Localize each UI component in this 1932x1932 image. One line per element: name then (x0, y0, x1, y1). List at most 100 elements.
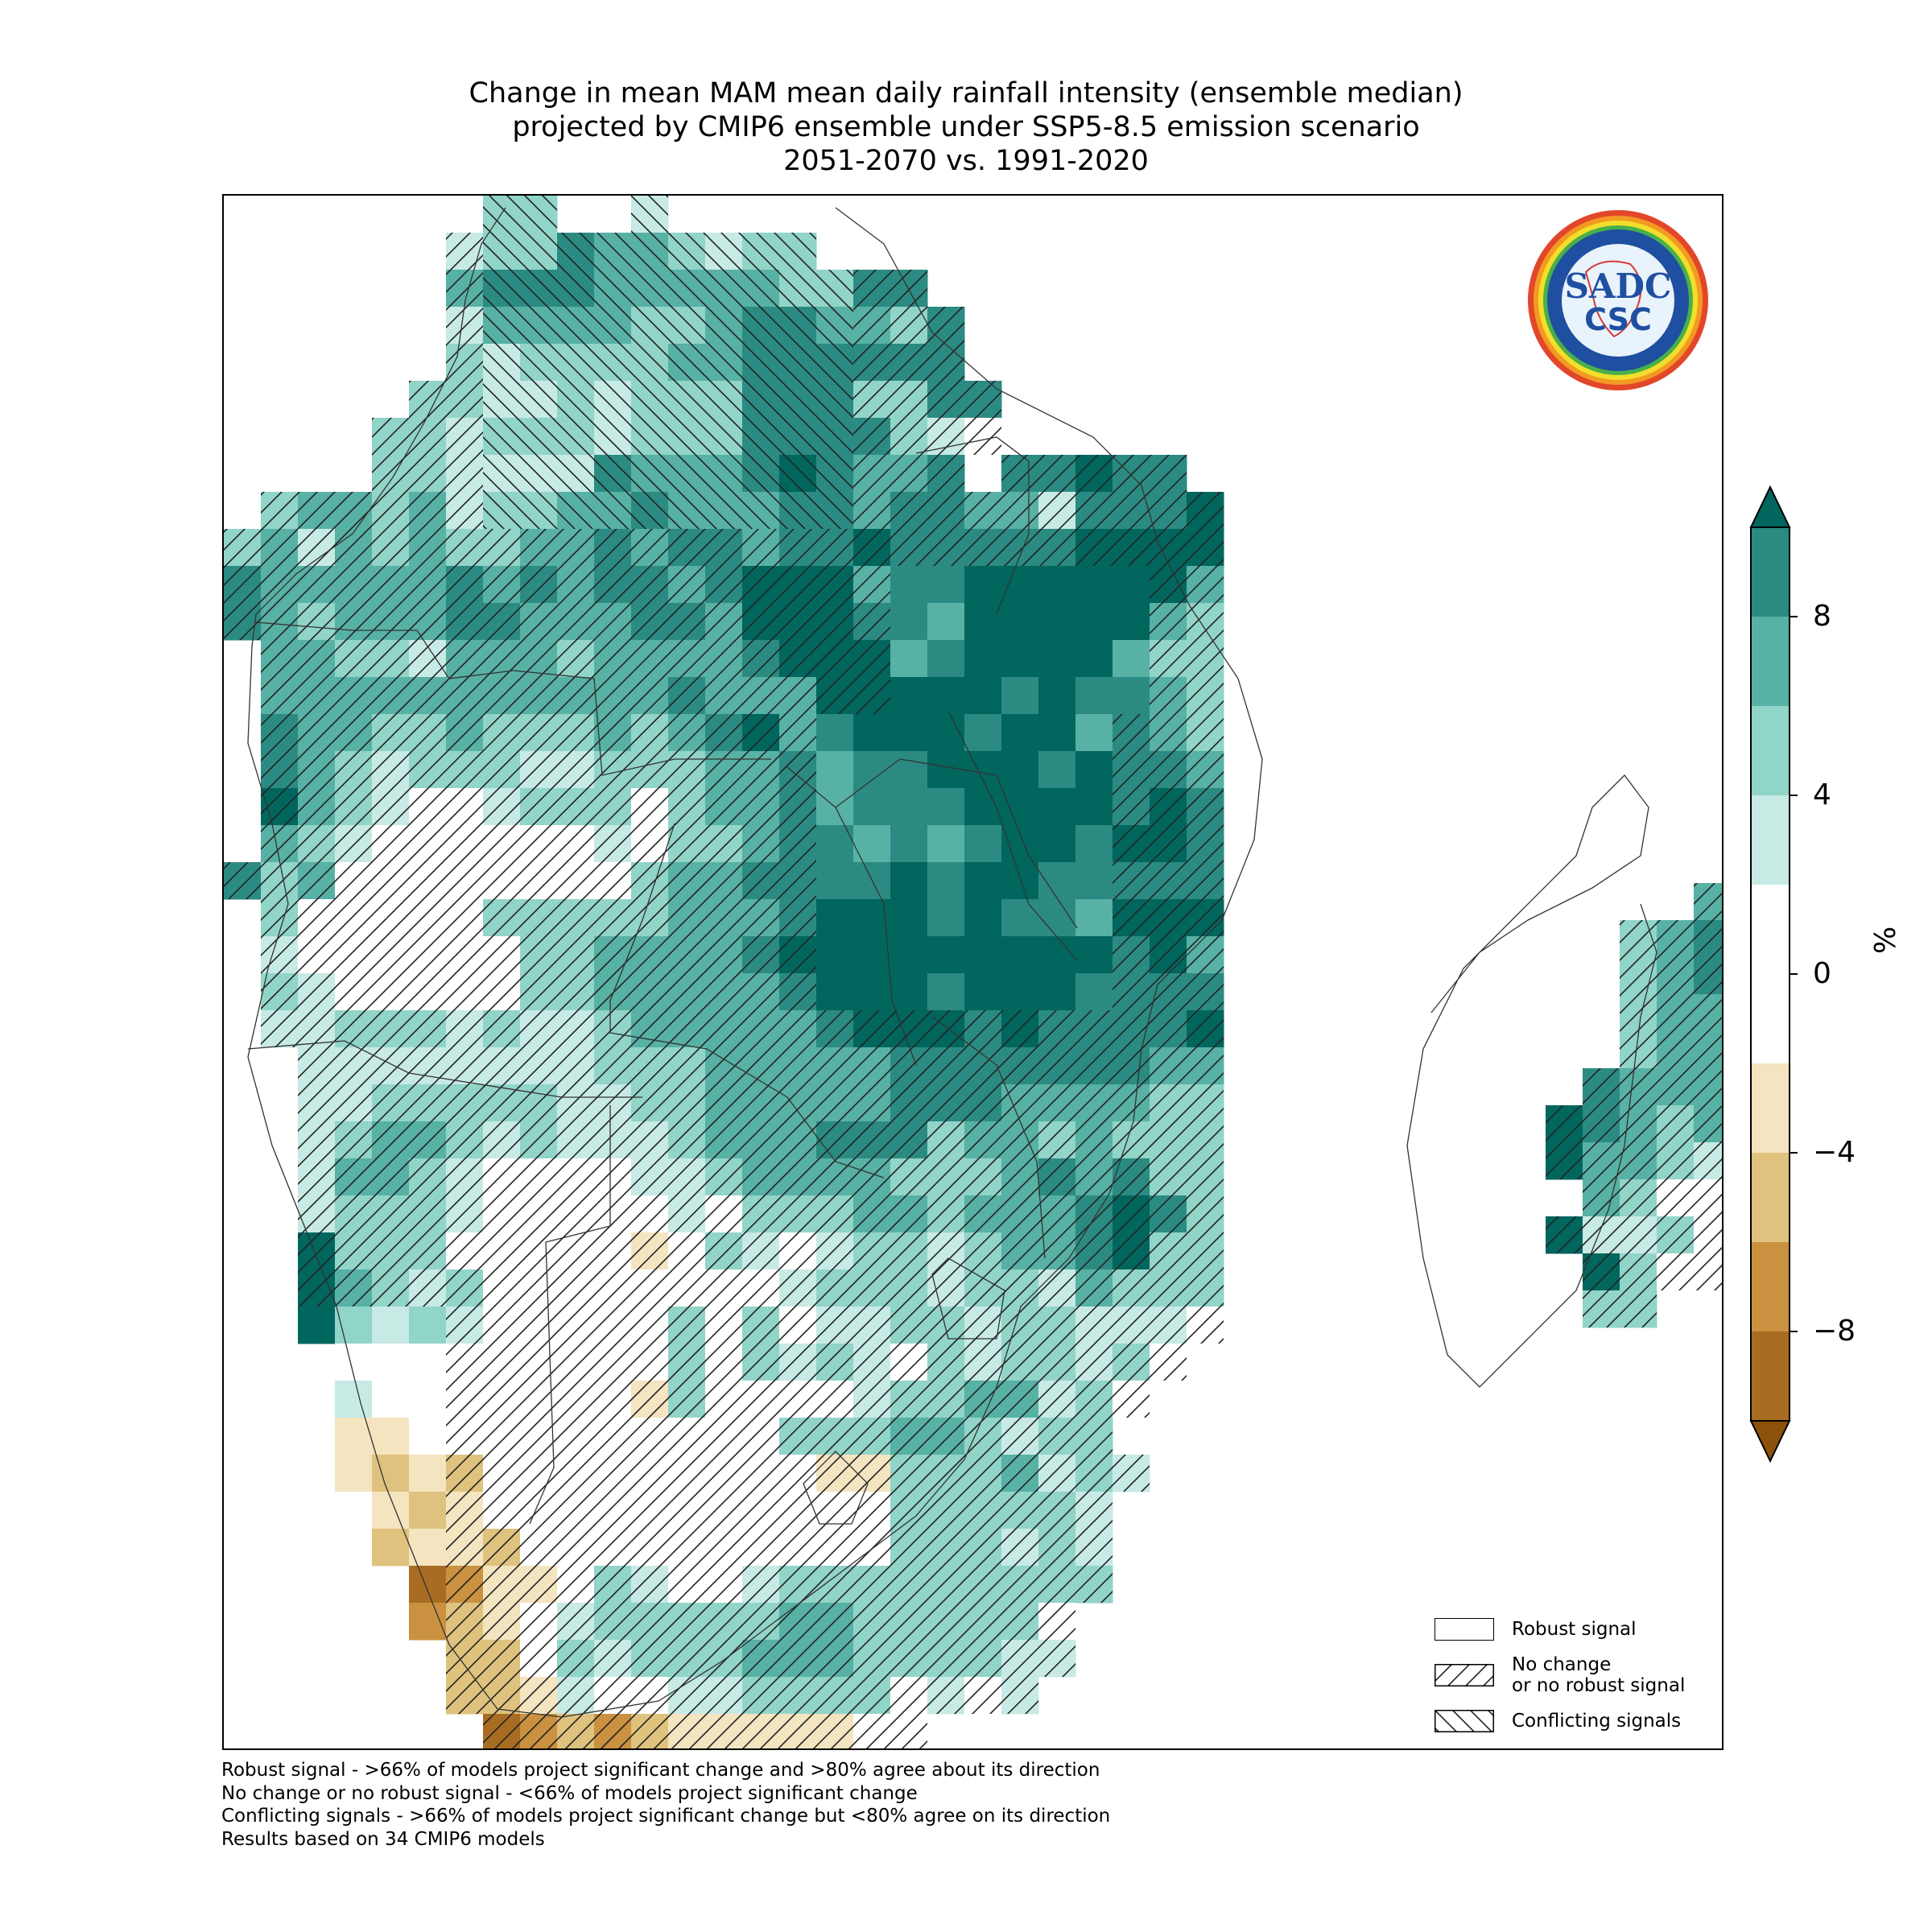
hatch-cell (890, 1010, 927, 1047)
hatch-cell (557, 492, 594, 529)
sadc-csc-logo: SADC CSC (1528, 210, 1708, 390)
hatch-cell (483, 1714, 520, 1748)
hatch-cell (779, 677, 816, 714)
hatch-cell (1075, 1344, 1113, 1381)
hatch-cell (779, 1158, 816, 1195)
hatch-cell (1150, 1344, 1187, 1381)
hatch-cell (1150, 492, 1187, 529)
grid-cell (1038, 936, 1076, 974)
hatch-cell (557, 418, 594, 455)
hatch-cell (705, 455, 742, 492)
hatch-cell (1150, 751, 1187, 788)
hatch-cell (631, 1084, 668, 1121)
hatch-cell (261, 936, 298, 973)
hatch-cell (816, 1566, 853, 1603)
hatch-cell (927, 1603, 964, 1640)
hatch-cell (520, 1121, 557, 1158)
hatch-cell (1150, 1084, 1187, 1121)
hatch-cell (705, 270, 742, 307)
hatch-cell (742, 492, 779, 529)
hatch-cell (483, 1603, 520, 1640)
grid-cell (1075, 603, 1113, 641)
hatch-cell-madagascar (1657, 994, 1694, 1031)
hatch-cell (1150, 1232, 1187, 1269)
hatch-cell (594, 1492, 631, 1529)
hatch-cell (594, 1195, 631, 1232)
hatch-cell (372, 677, 409, 714)
grid-cell (816, 825, 854, 863)
border-line-6 (835, 807, 917, 1066)
hatch-cell (446, 640, 483, 677)
hatch-cell (261, 566, 298, 603)
hatch-cell (557, 381, 594, 418)
hatch-cell (261, 640, 298, 677)
hatch-cell (1075, 1121, 1113, 1158)
hatch-cell (631, 1677, 668, 1714)
hatch-cell (779, 788, 816, 825)
colorbar-extend-high (1749, 485, 1791, 528)
hatch-cell (742, 1455, 779, 1492)
hatch-cell (335, 1010, 372, 1047)
grid-cell (890, 603, 928, 641)
hatch-cell (446, 307, 483, 344)
hatch-cell (1113, 1158, 1150, 1195)
grid-cell (1075, 936, 1113, 974)
hatch-cell (372, 455, 409, 492)
hatch-cell (631, 196, 668, 233)
hatch-cell (557, 1232, 594, 1269)
hatch-cell (668, 529, 705, 566)
hatch-cell (964, 1121, 1001, 1158)
grid-cell (964, 677, 1002, 715)
hatch-cell (261, 825, 298, 862)
hatch-cell (853, 1566, 890, 1603)
hatch-cell (1075, 1084, 1113, 1121)
hatch-cell (483, 1381, 520, 1418)
grid-cell (1113, 677, 1150, 715)
hatch-cell (742, 566, 779, 603)
hatch-cell (1113, 714, 1150, 751)
hatch-cell (557, 1603, 594, 1640)
hatch-cell (705, 381, 742, 418)
hatch-cell (520, 1603, 557, 1640)
hatch-cell (964, 1232, 1001, 1269)
hatch-cell (483, 899, 520, 936)
hatch-cell (742, 1603, 779, 1640)
hatch-cell (483, 1232, 520, 1269)
hatch-cell (1187, 973, 1224, 1010)
grid-cell (1001, 936, 1039, 974)
hatch-cell (335, 529, 372, 566)
hatch-cell (446, 1455, 483, 1492)
hatch-cell (1150, 1121, 1187, 1158)
hatch-cell (372, 529, 409, 566)
hatch-cell (631, 788, 668, 825)
border-line-12 (1406, 774, 1657, 1388)
hatch-cell (816, 1455, 853, 1492)
hatch-cell (446, 418, 483, 455)
hatch-cell (927, 1529, 964, 1566)
hatch-cell (1113, 1195, 1150, 1232)
hatch-cell (298, 973, 335, 1010)
hatch-cell (557, 1677, 594, 1714)
hatch-cell (668, 825, 705, 862)
hatch-cell (594, 1566, 631, 1603)
hatch-cell (1038, 1344, 1075, 1381)
hatch-cell (668, 1084, 705, 1121)
rainfall-change-map (224, 196, 1722, 1748)
hatch-cell (779, 381, 816, 418)
hatch-cell (705, 862, 742, 899)
hatch-cell (1187, 714, 1224, 751)
hatch-cell (890, 1307, 927, 1344)
grid-cell (816, 973, 854, 1011)
hatch-cell (742, 1714, 779, 1748)
hatch-cell (372, 1010, 409, 1047)
hatch-cell (1075, 1047, 1113, 1084)
hatch-cell (742, 936, 779, 973)
hatch-cell-madagascar (1657, 1031, 1694, 1068)
hatch-cell (1187, 1232, 1224, 1269)
hatch-cell (890, 1344, 927, 1381)
hatch-cell-madagascar (1583, 1216, 1620, 1253)
hatch-cell (446, 270, 483, 307)
hatch-cell (446, 1195, 483, 1232)
hatch-cell (890, 1158, 927, 1195)
grid-cell (335, 1418, 373, 1455)
